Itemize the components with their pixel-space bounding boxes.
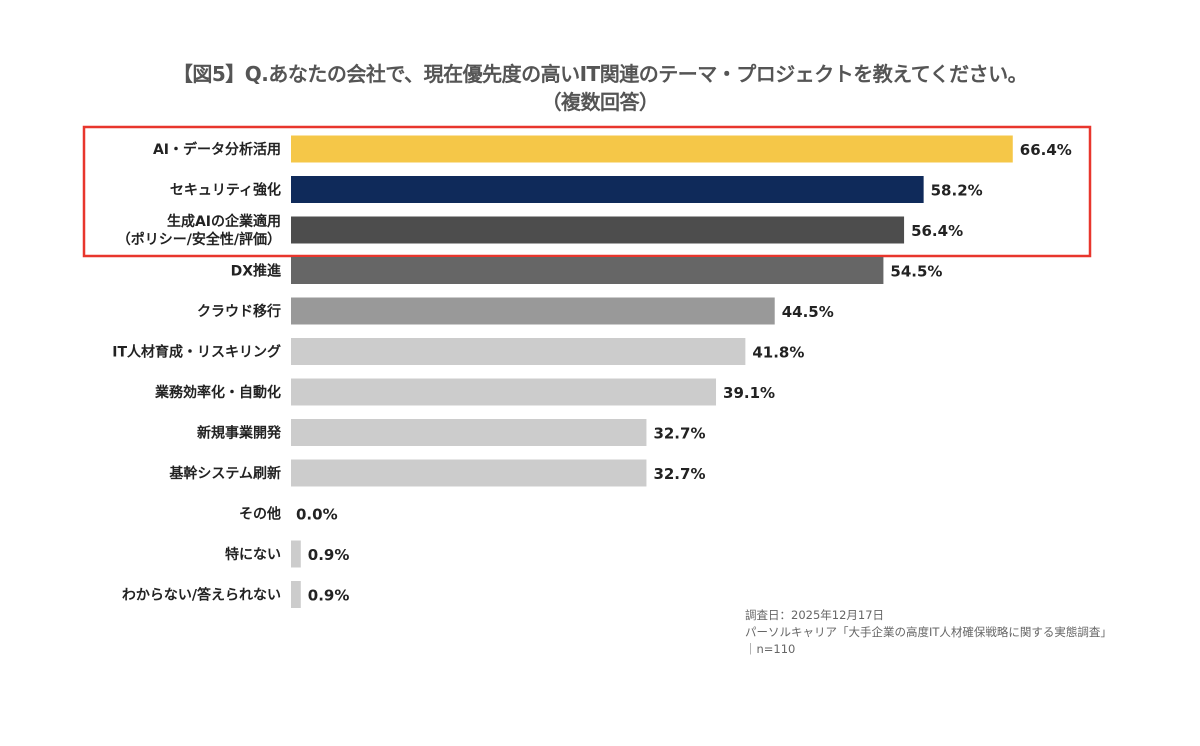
bar <box>291 419 647 446</box>
bar <box>291 459 647 487</box>
value-label: 41.8% <box>752 344 804 362</box>
category-label: 新規事業開発 <box>197 425 282 442</box>
survey-source: パーソルキャリア「大手企業の高度IT人材確保戦略に関する実態調査」 <box>745 625 1112 639</box>
value-label: 44.5% <box>782 303 834 321</box>
category-label: DX推進 <box>231 263 281 280</box>
value-label: 0.9% <box>308 587 350 605</box>
value-label: 39.1% <box>723 384 775 402</box>
value-label: 32.7% <box>653 425 705 443</box>
category-label: 業務効率化・自動化 <box>154 384 281 401</box>
category-label: わからない/答えられない <box>122 587 281 604</box>
bar <box>291 135 1013 163</box>
bar <box>291 176 924 203</box>
value-label: 54.5% <box>890 263 942 281</box>
value-label: 56.4% <box>911 222 963 240</box>
category-label: AI・データ分析活用 <box>153 141 281 158</box>
bar <box>291 338 746 365</box>
sample-size: ｜n=110 <box>745 642 796 656</box>
category-label: セキュリティ強化 <box>170 182 281 199</box>
category-label: 生成AIの企業適用（ポリシー/安全性/評価） <box>117 213 281 248</box>
category-label: 基幹システム刷新 <box>169 465 281 482</box>
chart-subtitle: （複数回答） <box>541 90 660 114</box>
bar <box>291 540 301 568</box>
highlight-box <box>82 125 1092 258</box>
bar <box>291 216 905 244</box>
chart-title: 【図5】Q.あなたの会社で、現在優先度の高いIT関連のテーマ・プロジェクトを教え… <box>172 62 1028 86</box>
survey-date: 調査日：2025年12月17日 <box>745 608 885 622</box>
bar <box>291 257 884 284</box>
value-label: 66.4% <box>1020 141 1072 159</box>
value-label: 0.9% <box>308 546 350 564</box>
value-label: 0.0% <box>296 506 338 524</box>
category-label: その他 <box>239 506 281 523</box>
category-label: IT人材育成・リスキリング <box>112 344 281 361</box>
value-label: 32.7% <box>653 465 705 483</box>
category-label: 特にない <box>225 546 281 563</box>
category-label: クラウド移行 <box>197 303 281 320</box>
bar <box>291 581 301 608</box>
bar <box>291 297 775 325</box>
bar <box>291 378 717 406</box>
value-label: 58.2% <box>931 182 983 200</box>
